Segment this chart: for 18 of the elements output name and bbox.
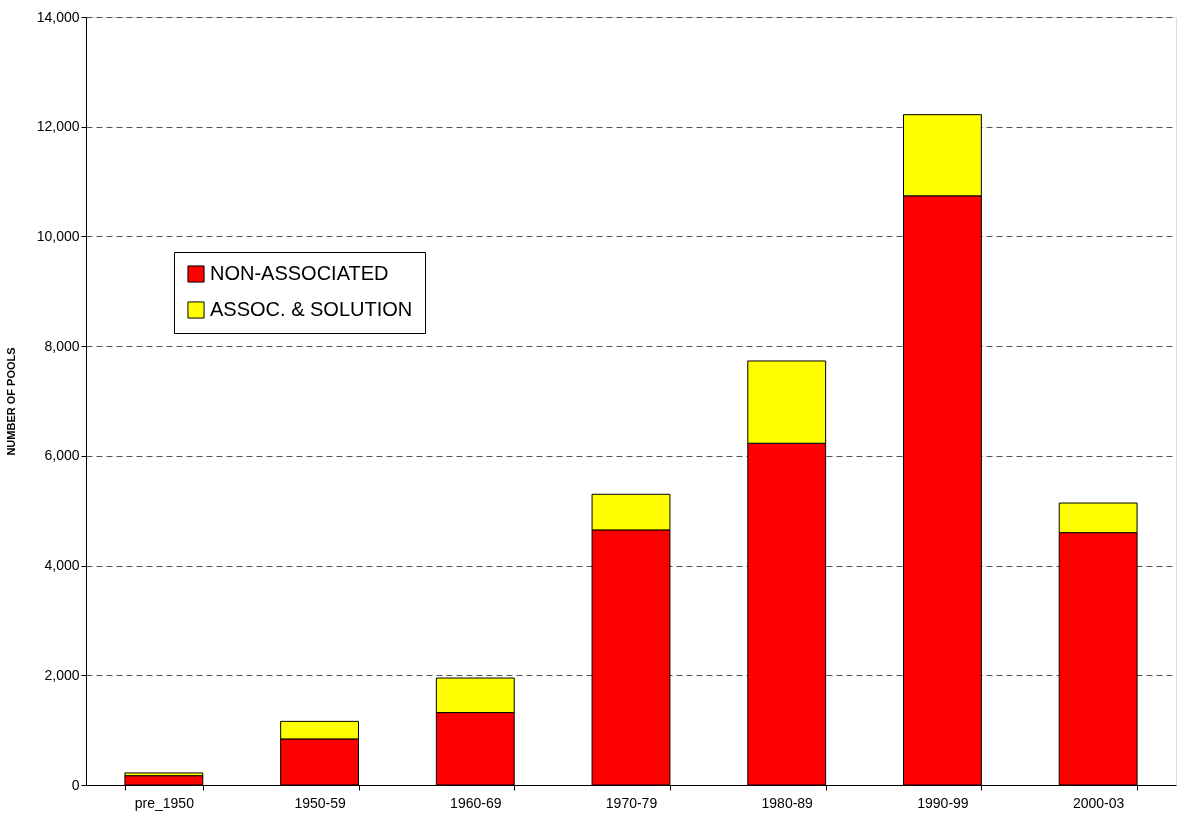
x-tick-label: 1950-59 [294, 794, 346, 811]
x-tick-label: 2000-03 [1072, 794, 1125, 811]
y-tick-label: 10,000 [36, 227, 80, 244]
y-tick-label: 2,000 [44, 666, 80, 683]
x-tick-label: 1970-79 [605, 794, 658, 811]
y-tick-label: 8,000 [44, 337, 80, 354]
legend-label: ASSOC. & SOLUTION [210, 298, 413, 320]
x-tick-label: 1980-89 [761, 794, 814, 811]
y-axis-title: NUMBER OF POOLS [4, 347, 17, 456]
legend-label: NON-ASSOCIATED [210, 262, 389, 284]
x-tick-label: 1990-99 [917, 794, 969, 811]
x-tick-label: 1960-69 [450, 794, 502, 811]
y-tick-label: 14,000 [36, 8, 80, 25]
y-tick-label: 6,000 [44, 447, 80, 464]
x-tick-label: pre_1950 [134, 794, 195, 811]
y-tick-label: 4,000 [44, 557, 80, 574]
y-tick-label: 0 [71, 776, 80, 793]
y-tick-label: 12,000 [36, 118, 80, 135]
